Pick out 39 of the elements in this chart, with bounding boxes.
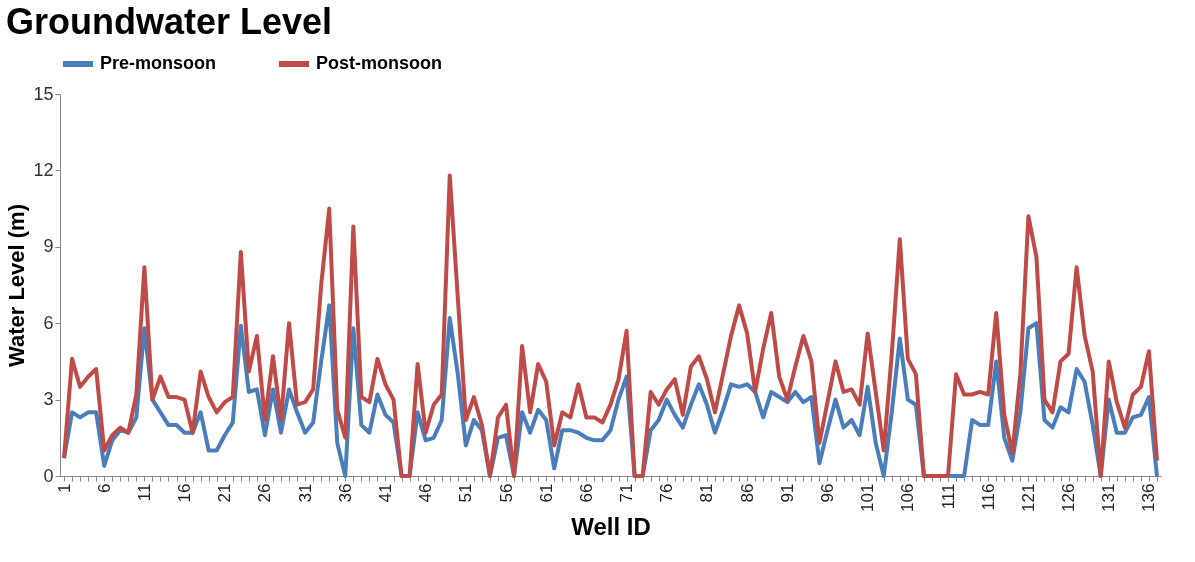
x-tick-label: 46 [416,483,436,503]
x-tick-label: 91 [777,483,797,503]
y-tick-label: 3 [43,389,54,410]
x-tick-label: 6 [94,483,114,493]
x-tick-label: 131 [1099,483,1119,512]
x-tick-label: 41 [375,483,395,503]
x-tick-label: 36 [335,483,355,503]
x-tick-label: 86 [737,483,757,503]
x-tick-label: 11 [134,483,154,502]
x-tick-label: 66 [576,483,596,503]
x-tick-label: 106 [898,483,918,512]
y-tick-label: 6 [43,312,54,333]
legend-label: Post-monsoon [316,53,442,73]
x-tick-label: 101 [858,483,878,512]
x-tick-label: 1 [54,483,74,493]
chart-title: Groundwater Level [5,1,333,42]
x-tick-label: 111 [938,483,958,510]
x-tick-label: 16 [175,483,195,503]
x-tick-label: 51 [456,483,476,503]
x-tick-label: 121 [1018,483,1038,512]
y-tick-label: 12 [33,159,54,180]
x-tick-label: 26 [255,483,275,503]
y-tick-label: 15 [33,83,54,104]
x-tick-label: 21 [215,483,235,503]
y-tick-label: 0 [43,465,54,486]
x-tick-label: 96 [817,483,837,503]
legend-label: Pre-monsoon [100,53,217,73]
y-tick-label: 9 [43,236,54,257]
y-axis-title: Water Level (m) [4,203,30,368]
x-tick-label: 56 [496,483,516,503]
x-tick-label: 61 [536,483,556,503]
x-tick-label: 76 [657,483,677,503]
x-tick-label: 136 [1139,483,1159,512]
x-axis-title: Well ID [571,512,651,540]
x-tick-label: 31 [295,483,315,503]
x-tick-label: 116 [978,483,998,511]
x-tick-label: 126 [1059,483,1079,512]
x-tick-label: 71 [617,483,637,503]
x-tick-label: 81 [697,483,717,503]
